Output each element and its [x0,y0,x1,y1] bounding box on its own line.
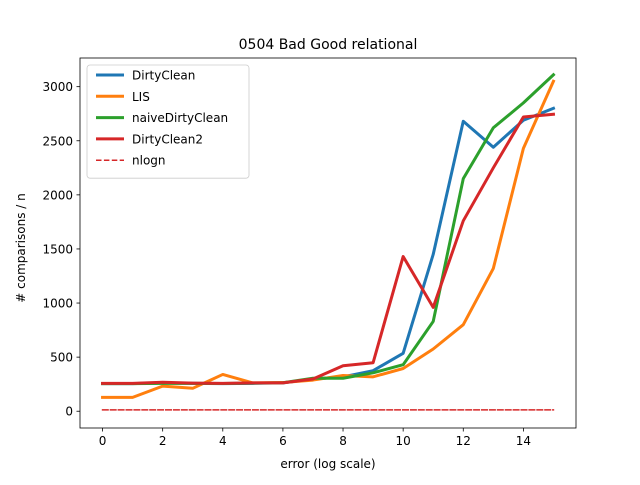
series-line-3 [101,112,556,385]
y-tick-label-2: 1000 [42,297,73,311]
legend-box [86,64,250,179]
legend-label-2: naiveDirtyClean [132,111,228,125]
legend-label-1: LIS [132,90,150,104]
x-axis-label: error (log scale) [280,457,375,471]
y-tick-label-3: 1500 [42,242,73,256]
plot-frame [79,57,577,429]
x-tick-label-6: 12 [456,434,471,448]
y-tick-label-6: 3000 [42,80,73,94]
y-tick-label-4: 2000 [42,188,73,202]
x-tick-label-3: 6 [279,434,287,448]
y-tick-label-1: 500 [50,351,73,365]
x-tick-label-7: 14 [516,434,531,448]
y-tick-label-0: 0 [65,405,73,419]
y-axis-label: # comparisons / n [14,193,28,302]
series-group [101,72,556,411]
x-tick-label-5: 10 [396,434,411,448]
y-tick-label-5: 2500 [42,134,73,148]
legend-label-4: nlogn [132,154,166,168]
legend-label-0: DirtyClean [132,69,195,83]
x-tick-label-1: 2 [159,434,167,448]
chart-title: 0504 Bad Good relational [239,37,418,53]
x-tick-label-4: 8 [339,434,347,448]
x-tick-label-0: 0 [99,434,107,448]
legend-label-3: DirtyClean2 [132,132,203,146]
x-tick-label-2: 4 [219,434,227,448]
